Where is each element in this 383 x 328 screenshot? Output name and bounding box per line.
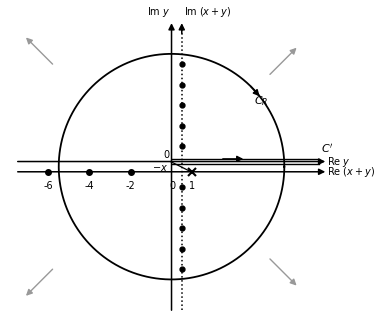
- Text: Im $(x+y)$: Im $(x+y)$: [184, 5, 231, 19]
- Text: -4: -4: [85, 181, 94, 191]
- Text: 0: 0: [170, 181, 176, 191]
- Text: $C'$: $C'$: [321, 142, 334, 155]
- Text: $C_R$: $C_R$: [254, 94, 268, 108]
- Text: -2: -2: [126, 181, 135, 191]
- Text: Re $(x+y)$: Re $(x+y)$: [327, 165, 375, 179]
- Text: Re $y$: Re $y$: [327, 154, 351, 169]
- Text: Im $y$: Im $y$: [147, 5, 169, 19]
- Text: -6: -6: [44, 181, 53, 191]
- Text: 1: 1: [189, 181, 195, 191]
- Text: 0: 0: [163, 150, 169, 160]
- Text: $-x$: $-x$: [152, 163, 168, 173]
